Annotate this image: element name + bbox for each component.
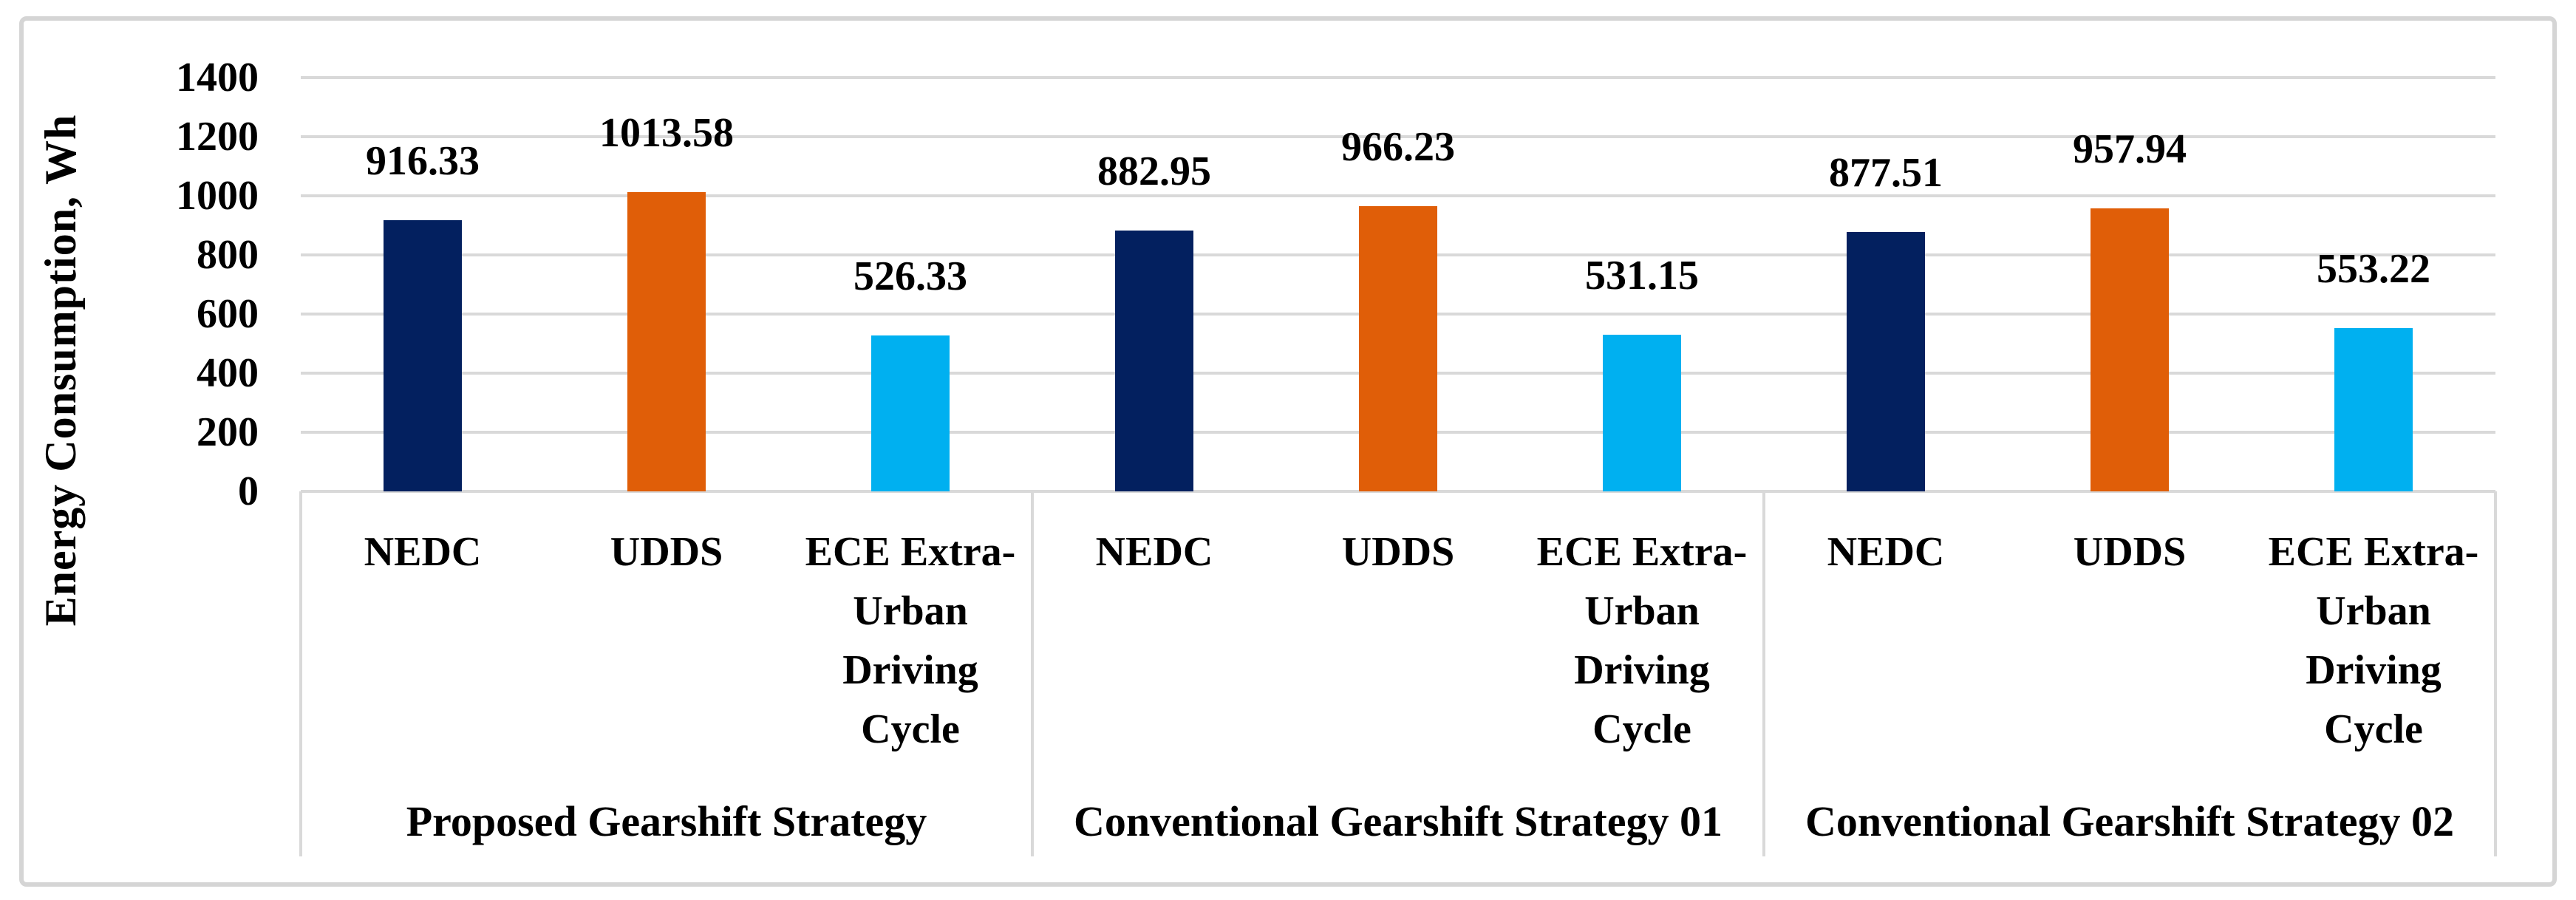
bar-value-label: 526.33 [853, 253, 967, 300]
y-tick-label: 600 [197, 291, 259, 337]
group-label: Proposed Gearshift Strategy [406, 797, 927, 845]
category-label-line: NEDC [364, 529, 482, 575]
bar-ece-extra-urban-driving-cycle [871, 335, 950, 491]
gridline [301, 194, 2495, 197]
category-label-line: Driving [1574, 647, 1710, 693]
category-label-line: Urban [1584, 588, 1700, 634]
bar-value-label: 957.94 [2073, 126, 2187, 172]
x-axis-line [301, 490, 2495, 493]
category-label-line: ECE Extra- [2268, 529, 2479, 575]
group-label: Conventional Gearshift Strategy 02 [1805, 797, 2454, 845]
y-tick-label: 400 [197, 350, 259, 396]
category-label-line: Driving [2306, 647, 2442, 693]
bar-udds [2091, 208, 2169, 491]
bar-value-label: 966.23 [1341, 123, 1455, 170]
y-tick-label: 800 [197, 232, 259, 278]
category-label-line: ECE Extra- [1536, 529, 1748, 575]
category-label: ECE Extra- Urban Driving Cycle [2252, 522, 2495, 759]
gridline [301, 76, 2495, 79]
bar-ece-extra-urban-driving-cycle [1603, 334, 1681, 491]
category-label: NEDC [301, 522, 545, 582]
category-label: UDDS [1276, 522, 1520, 582]
category-label-line: Cycle [861, 706, 960, 752]
category-label-line: ECE Extra- [805, 529, 1016, 575]
category-label: NEDC [1764, 522, 2008, 582]
gridline [301, 135, 2495, 138]
bar-value-label: 882.95 [1097, 148, 1211, 194]
category-separator [299, 491, 302, 856]
category-label-line: UDDS [2073, 529, 2187, 575]
category-label: NEDC [1032, 522, 1276, 582]
bar-value-label: 531.15 [1585, 252, 1699, 299]
category-label-line: Urban [2316, 588, 2431, 634]
category-label-line: Driving [842, 647, 978, 693]
category-label: UDDS [2008, 522, 2252, 582]
bar-value-label: 553.22 [2317, 245, 2430, 292]
category-separator [1031, 491, 1034, 856]
category-label-line: UDDS [610, 529, 723, 575]
category-label-line: UDDS [1341, 529, 1455, 575]
bar-value-label: 1013.58 [599, 109, 734, 156]
y-tick-label: 200 [197, 409, 259, 455]
bar-value-label: 916.33 [366, 138, 480, 185]
category-label-line: Cycle [1592, 706, 1691, 752]
category-separator [1762, 491, 1765, 856]
bar-udds [627, 191, 706, 491]
y-tick-label: 1000 [176, 173, 259, 219]
bar-value-label: 877.51 [1829, 149, 1943, 196]
category-label-line: NEDC [1095, 529, 1213, 575]
category-label-line: NEDC [1827, 529, 1945, 575]
y-tick-label: 1400 [176, 55, 259, 100]
bar-nedc [1115, 230, 1193, 491]
y-tick-label: 1200 [176, 114, 259, 160]
category-label: ECE Extra- Urban Driving Cycle [788, 522, 1032, 759]
group-label: Conventional Gearshift Strategy 01 [1074, 797, 1723, 845]
category-label-line: Cycle [2324, 706, 2423, 752]
category-label: ECE Extra- Urban Driving Cycle [1520, 522, 1764, 759]
bar-nedc [384, 220, 462, 491]
category-label: UDDS [545, 522, 788, 582]
bar-udds [1359, 205, 1437, 491]
y-tick-label: 0 [238, 468, 259, 514]
bar-ece-extra-urban-driving-cycle [2334, 327, 2413, 491]
category-separator [2494, 491, 2497, 856]
bar-nedc [1847, 231, 1925, 491]
category-label-line: Urban [853, 588, 968, 634]
